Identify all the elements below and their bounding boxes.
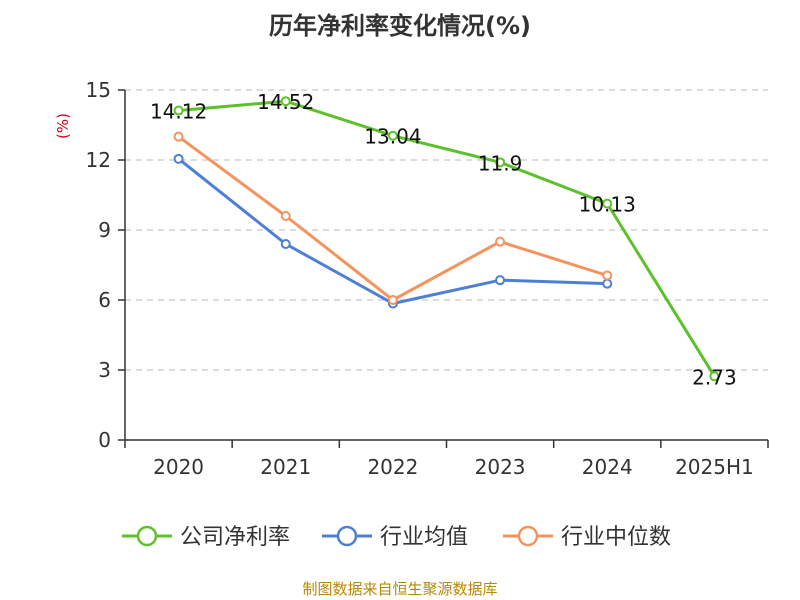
axes: 0 3 6 9 12 15 2020 2021 2022 2023 2024 2025H1 [86, 78, 769, 479]
data-point [602, 198, 613, 209]
legend-marker [336, 525, 358, 547]
y-tick-label: 3 [98, 358, 111, 382]
series-line [178, 99, 716, 378]
data-point [495, 236, 506, 247]
data-label: 10.13 [579, 193, 636, 217]
data-label: 2.73 [692, 365, 737, 389]
data-labels: 14.12 14.52 13.04 11.9 10.13 2.73 [150, 90, 737, 389]
x-tick-label: 2021 [260, 455, 311, 479]
y-axis-unit: (%) [54, 113, 72, 139]
data-point [387, 295, 398, 305]
data-point [173, 105, 184, 116]
legend-label: 行业均值 [380, 525, 468, 550]
y-tick-label: 9 [98, 218, 111, 242]
data-point [280, 239, 291, 249]
data-point [280, 211, 291, 221]
grid-lines [125, 89, 768, 371]
y-tick-label: 15 [86, 78, 111, 102]
x-tick-label: 2025H1 [675, 455, 754, 479]
data-label: 14.12 [150, 100, 207, 124]
y-tick-label: 12 [86, 148, 111, 172]
x-tick-label: 2024 [582, 455, 633, 479]
y-tick-label: 0 [98, 428, 111, 452]
x-tick-label: 2023 [475, 455, 526, 479]
series-line [177, 135, 608, 302]
data-label: 13.04 [364, 125, 421, 149]
data-point [280, 96, 291, 107]
y-tick-label: 6 [98, 288, 111, 312]
x-tick-label: 2020 [153, 455, 204, 479]
data-point [173, 131, 184, 142]
data-point [709, 371, 720, 382]
x-tick-label: 2022 [367, 455, 418, 479]
data-label: 14.52 [257, 90, 314, 114]
data-label: 11.9 [478, 151, 523, 175]
data-point [495, 275, 506, 286]
data-point [495, 157, 506, 168]
legend-marker [136, 525, 158, 547]
data-point [602, 270, 613, 281]
data-point [387, 130, 398, 141]
legend-marker [517, 525, 539, 547]
data-source-note: 制图数据来自恒生聚源数据库 [302, 580, 497, 598]
series-lines [173, 96, 720, 382]
legend: 公司净利率 行业均值 行业中位数 [122, 525, 671, 550]
chart-title: 历年净利率变化情况(%) [269, 12, 531, 40]
legend-label: 公司净利率 [180, 525, 290, 550]
data-point [173, 153, 184, 164]
legend-label: 行业中位数 [561, 525, 671, 550]
series-line [177, 157, 608, 305]
data-point [602, 278, 613, 289]
